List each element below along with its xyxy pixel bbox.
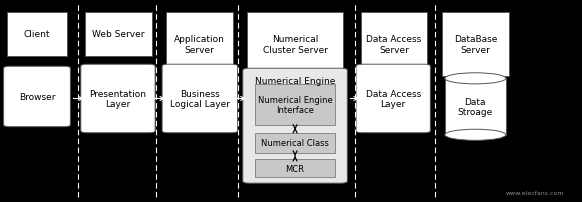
Text: Numerical
Cluster Server: Numerical Cluster Server xyxy=(263,35,328,55)
Text: Business
Logical Layer: Business Logical Layer xyxy=(170,89,230,109)
Text: Application
Server: Application Server xyxy=(174,35,225,55)
Text: www.elecfans.com: www.elecfans.com xyxy=(505,190,564,195)
FancyBboxPatch shape xyxy=(442,13,509,77)
Text: Numerical Engine
Interface: Numerical Engine Interface xyxy=(258,95,332,115)
Ellipse shape xyxy=(445,130,506,141)
FancyBboxPatch shape xyxy=(243,69,347,183)
FancyBboxPatch shape xyxy=(361,13,427,77)
Ellipse shape xyxy=(445,73,506,84)
Text: Numerical Class: Numerical Class xyxy=(261,139,329,148)
FancyBboxPatch shape xyxy=(166,13,233,77)
Text: Presentation
Layer: Presentation Layer xyxy=(90,89,147,109)
Text: Data Access
Server: Data Access Server xyxy=(367,35,422,55)
FancyBboxPatch shape xyxy=(255,159,335,177)
FancyBboxPatch shape xyxy=(255,133,335,153)
Text: Client: Client xyxy=(24,30,50,39)
Text: Data Access
Layer: Data Access Layer xyxy=(365,89,421,109)
Text: DataBase
Server: DataBase Server xyxy=(453,35,497,55)
FancyBboxPatch shape xyxy=(162,65,237,133)
Text: Data
Stroage: Data Stroage xyxy=(457,97,493,117)
Text: Browser: Browser xyxy=(19,93,55,101)
Text: Web Server: Web Server xyxy=(92,30,144,39)
FancyBboxPatch shape xyxy=(6,13,68,57)
Text: Numerical Engine: Numerical Engine xyxy=(255,77,335,85)
FancyBboxPatch shape xyxy=(356,65,430,133)
FancyBboxPatch shape xyxy=(85,13,152,57)
FancyBboxPatch shape xyxy=(3,67,70,127)
Text: MCR: MCR xyxy=(286,164,304,173)
FancyBboxPatch shape xyxy=(255,85,335,125)
FancyBboxPatch shape xyxy=(247,13,343,77)
FancyBboxPatch shape xyxy=(81,65,155,133)
Bar xyxy=(445,79,506,135)
